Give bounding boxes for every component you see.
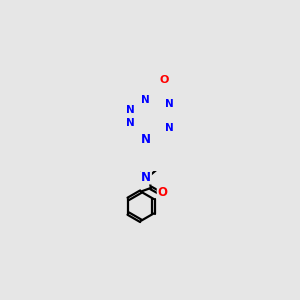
Text: N: N — [165, 99, 174, 109]
Text: N: N — [141, 171, 151, 184]
Text: N: N — [126, 105, 135, 115]
Text: O: O — [160, 75, 169, 85]
Text: N: N — [126, 118, 135, 128]
Text: N: N — [141, 95, 149, 105]
Text: N: N — [141, 134, 151, 146]
Text: O: O — [157, 186, 167, 199]
Text: N: N — [165, 123, 174, 133]
